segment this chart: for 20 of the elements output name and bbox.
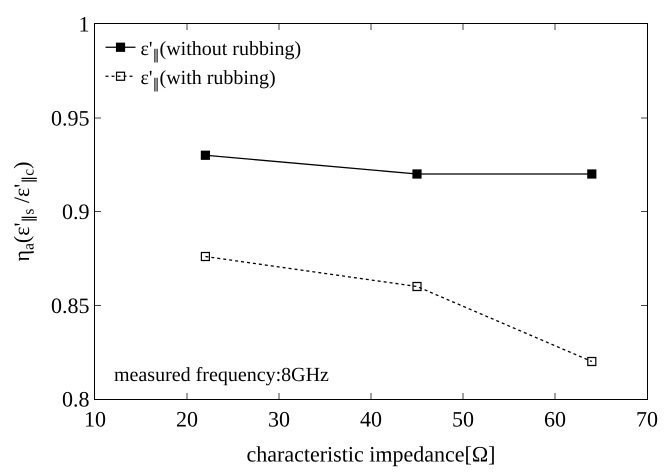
x-tick-label: 40 [360, 406, 382, 432]
point [412, 169, 422, 179]
y-tick-label: 1 [78, 12, 90, 37]
point [587, 356, 596, 366]
x-axis-title: characteristic impedance[Ω] [246, 441, 496, 466]
x-tick-label: 60 [544, 406, 566, 432]
legend-label: ε'$_{∥}$(without rubbing) [140, 38, 302, 64]
point [200, 150, 210, 160]
x-tick-label: 50 [452, 406, 474, 432]
annotation: measured frequency:8GHz [114, 364, 330, 386]
point [200, 252, 210, 262]
legend-label: ε'$_{∥}$(with rubbing) [140, 67, 276, 92]
x-tick-label: 70 [636, 406, 658, 432]
x-tick-label: 30 [268, 406, 290, 432]
point [412, 282, 422, 292]
y-tick-label: 0.95 [50, 105, 90, 130]
y-tick-label: 0.9 [62, 199, 90, 224]
point [587, 169, 596, 179]
y-tick-label: 0.85 [50, 292, 90, 318]
x-tick-label: 20 [176, 406, 198, 432]
